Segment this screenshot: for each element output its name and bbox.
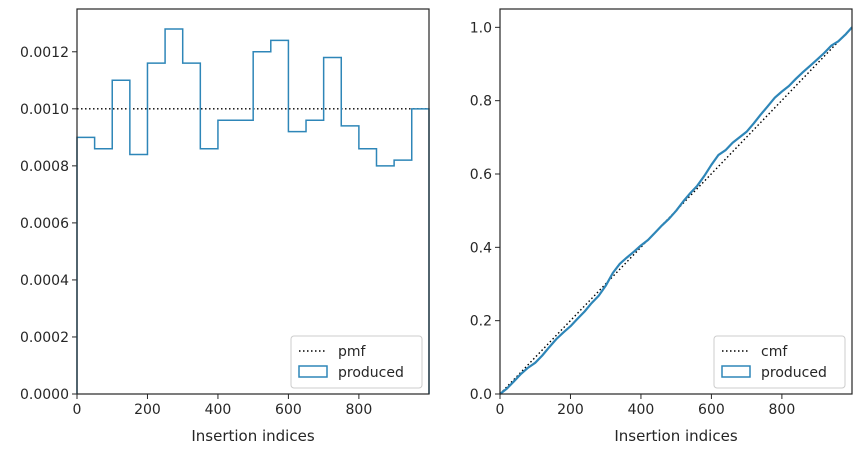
x-tick-label: 200: [557, 402, 584, 418]
x-axis-label: Insertion indices: [191, 427, 314, 445]
cmf-reference-line: [499, 26, 853, 395]
x-tick-label: 200: [134, 402, 161, 418]
y-tick-label: 0.0: [470, 387, 492, 403]
x-axis-label: Insertion indices: [614, 427, 737, 445]
legend-produced-swatch: [721, 365, 751, 378]
x-tick-label: 400: [628, 402, 655, 418]
x-tick-label: 600: [275, 402, 302, 418]
x-tick-label: 800: [769, 402, 796, 418]
x-tick-label: 0: [496, 402, 505, 418]
y-tick-label: 0.8: [470, 94, 492, 110]
x-tick-label: 400: [205, 402, 232, 418]
legend-produced-label: produced: [761, 365, 827, 381]
y-tick-label: 0.0006: [20, 216, 69, 232]
x-tick-label: 0: [73, 402, 82, 418]
y-tick-label: 0.2: [470, 314, 492, 330]
legend-produced-swatch: [298, 365, 328, 378]
y-tick-label: 0.0008: [20, 159, 69, 175]
legend: pmf produced: [290, 335, 423, 389]
legend-reference-label: pmf: [338, 344, 367, 360]
y-tick-label: 0.0000: [20, 387, 69, 403]
produced-step-histogram: [76, 28, 430, 394]
right-chart-cmf-line: 0 200 400 600 800 0.0 0.2 0.4 0.6 0.8 1.0 Insertion…: [470, 8, 853, 445]
axes-frame: [76, 8, 430, 395]
y-tick-label: 0.0012: [20, 45, 69, 61]
y-tick-label: 1.0: [470, 20, 492, 36]
legend-box: [713, 335, 846, 389]
y-tick-label: 0.0004: [20, 273, 69, 289]
y-tick-label: 0.4: [470, 240, 492, 256]
produced-cumulative-line: [499, 26, 853, 395]
y-tick-label: 0.0002: [20, 330, 69, 346]
y-tick-label: 0.6: [470, 167, 492, 183]
x-tick-label: 800: [346, 402, 373, 418]
x-tick-label: 600: [698, 402, 725, 418]
legend-produced-label: produced: [338, 365, 404, 381]
y-tick-label: 0.0010: [20, 102, 69, 118]
left-chart-pmf-histogram: 0 200 400 600 800 0.0000 0.0002 0.0004 0.0006 0.0…: [20, 8, 430, 445]
legend-reference-label: cmf: [761, 344, 788, 360]
axes-frame: [499, 8, 853, 395]
legend: cmf produced: [713, 335, 846, 389]
legend-box: [290, 335, 423, 389]
